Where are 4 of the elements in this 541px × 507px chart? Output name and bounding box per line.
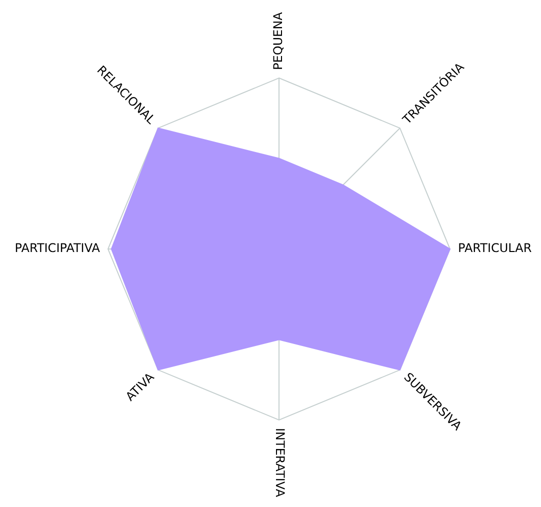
spoke-label: PEQUENA [271,11,286,70]
spoke-label: INTERATIVA [272,428,287,498]
spoke-label: PARTICULAR [458,241,532,256]
spoke-label: PARTICIPATIVA [14,241,101,256]
